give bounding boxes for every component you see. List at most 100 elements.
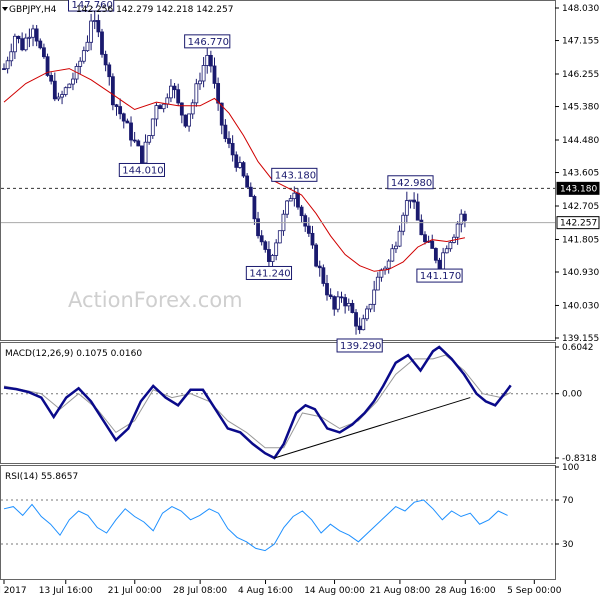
candle-body (158, 105, 162, 110)
rsi-reference-lines (1, 499, 555, 545)
candle-body (463, 213, 467, 221)
annotation-box (416, 268, 463, 283)
candle-body (143, 141, 148, 164)
candle-body (45, 56, 50, 76)
candle-body (129, 122, 133, 141)
candle-body (31, 28, 35, 38)
candle-body (430, 240, 435, 249)
level-badge-label: 143.180 (560, 184, 597, 194)
candle-body (241, 162, 246, 177)
chart-title-ohlc: 142.256 142.279 142.218 142.257 (76, 5, 233, 15)
candle-body (310, 232, 315, 246)
price-tick-label: 140.030 (562, 301, 599, 311)
candle-body (248, 186, 253, 197)
rsi-label: RSI(14) 55.8657 (5, 472, 78, 482)
last-price-badge-label: 142.257 (560, 219, 597, 229)
candle-body (190, 102, 195, 115)
candle-body (314, 244, 319, 267)
candle-body (357, 325, 362, 331)
annotation-label: 142.980 (391, 178, 432, 189)
candle-body (292, 192, 297, 200)
candle-body (306, 225, 311, 234)
time-tick-label: 28 Aug 16:00 (435, 586, 496, 596)
price-tick-label: 141.805 (562, 235, 599, 245)
candle-body (118, 106, 123, 115)
macd-line (3, 345, 512, 460)
annotation-label: 141.240 (249, 268, 290, 279)
macd-panel-frame (0, 342, 556, 464)
annotation-label: 143.180 (275, 170, 316, 181)
price-tick-label: 146.255 (562, 70, 599, 80)
candle-body (100, 31, 104, 55)
candle-body (404, 200, 409, 216)
candle-body (386, 260, 391, 269)
candle-body (16, 35, 21, 40)
candle-body (201, 65, 206, 82)
rsi-tick-label: 100 (562, 463, 579, 473)
candle-body (9, 51, 14, 62)
candle-body (107, 64, 112, 78)
candle-body (114, 104, 119, 107)
candle-body (78, 60, 83, 67)
candle-body (208, 54, 213, 67)
annotation-label: 141.170 (420, 271, 461, 282)
chart-title-symbol: GBPJPY,H4 (9, 5, 57, 15)
annotation-box (67, 0, 115, 12)
candle-body (165, 97, 170, 105)
candle-body (147, 135, 152, 143)
candle-body (12, 35, 17, 53)
time-tick-label: 5 Sep 00:00 (507, 586, 562, 596)
candle-body (335, 296, 340, 310)
candle-body (375, 276, 380, 291)
candle-body (140, 145, 144, 164)
watermark: ActionForex.com (68, 288, 243, 312)
candle-body (161, 103, 166, 110)
candle-body (441, 252, 446, 270)
price-tick-label: 144.480 (562, 136, 599, 146)
time-tick-label: 28 Jul 08:00 (173, 586, 227, 596)
time-tick-label: 4 Aug 16:00 (238, 586, 293, 596)
candle-body (368, 303, 373, 310)
time-tick-label: 13 Jul 16:00 (39, 586, 93, 596)
title-dropdown-icon (2, 7, 8, 11)
candle-body (252, 196, 257, 220)
candle-body (110, 76, 115, 106)
price-tick-label: 142.705 (562, 202, 599, 212)
candle-body (408, 199, 413, 202)
annotation-box (336, 338, 383, 353)
price-badges: 143.180 142.257 (556, 181, 600, 230)
candle-body (132, 139, 137, 142)
candle-body (361, 318, 366, 331)
annotation-box (118, 162, 166, 177)
candle-body (259, 235, 264, 243)
price-tick-label: 148.030 (562, 4, 599, 14)
candle-body (412, 199, 416, 203)
annotation-box (387, 175, 434, 190)
candle-body (172, 85, 177, 91)
rsi-panel-frame (0, 465, 556, 580)
candle-body (285, 200, 289, 215)
candle-body (365, 308, 369, 320)
time-tick-label: 6 Jul 2017 (0, 586, 27, 596)
candle-body (63, 87, 68, 95)
candle-body (390, 248, 395, 262)
candle-body (288, 198, 293, 202)
time-tick-label: 21 Jul 00:00 (108, 586, 162, 596)
candle-body (60, 94, 64, 98)
annotation-label: 146.770 (188, 37, 229, 48)
candle-body (205, 54, 210, 66)
candle-body (372, 289, 377, 305)
candle-body (245, 175, 250, 188)
candle-body (23, 37, 28, 51)
candle-body (154, 105, 159, 120)
candle-body (321, 267, 326, 284)
candle-body (343, 297, 348, 307)
candle-body (52, 80, 57, 100)
candle-body (346, 303, 351, 307)
price-tick-label: 143.605 (562, 169, 599, 179)
candle-body (56, 96, 61, 100)
annotation-label: 139.290 (340, 341, 381, 352)
candle-body (5, 60, 10, 70)
